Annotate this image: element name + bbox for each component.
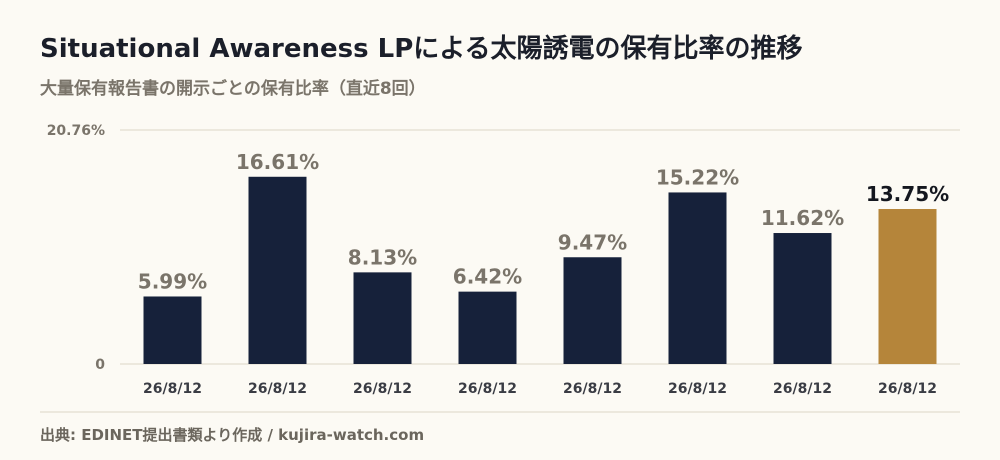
bar <box>878 209 937 364</box>
x-tick-label: 26/8/12 <box>248 381 307 397</box>
x-tick-label: 26/8/12 <box>143 381 202 397</box>
x-tick-label: 26/8/12 <box>668 381 727 397</box>
x-tick-label: 26/8/12 <box>878 381 937 397</box>
x-tick-label: 26/8/12 <box>773 381 832 397</box>
y-tick-label: 0 <box>95 357 105 373</box>
bar-value-label: 15.22% <box>656 165 739 189</box>
bar <box>563 257 622 364</box>
bar <box>353 272 412 364</box>
bar-value-label: 11.62% <box>761 206 844 230</box>
bar-value-label: 13.75% <box>866 182 949 206</box>
bar <box>143 296 202 364</box>
bar-value-label: 6.42% <box>453 265 522 289</box>
chart-title: Situational Awareness LPによる太陽誘電の保有比率の推移 <box>40 34 803 64</box>
bar-value-label: 8.13% <box>348 245 417 269</box>
bar-value-label: 9.47% <box>558 230 627 254</box>
source-note: 出典: EDINET提出書類より作成 / kujira-watch.com <box>40 426 425 444</box>
bar <box>773 233 832 364</box>
y-tick-label: 20.76% <box>47 123 105 139</box>
bar-value-label: 5.99% <box>138 269 207 293</box>
bar <box>248 176 307 364</box>
bar-value-label: 16.61% <box>236 150 319 174</box>
bar <box>668 192 727 364</box>
x-tick-label: 26/8/12 <box>563 381 622 397</box>
chart-subtitle: 大量保有報告書の開示ごとの保有比率（直近8回） <box>40 79 426 99</box>
x-tick-label: 26/8/12 <box>458 381 517 397</box>
bar <box>458 291 517 364</box>
x-tick-label: 26/8/12 <box>353 381 412 397</box>
